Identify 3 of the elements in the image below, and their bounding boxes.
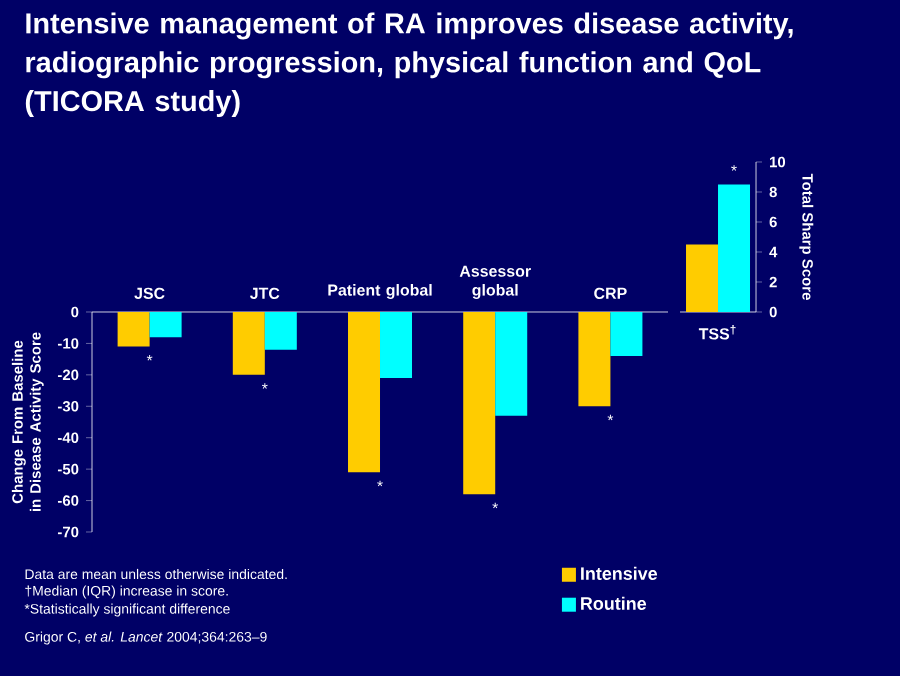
- chart-title: Intensive management of RA improves disease activity, radiographic progression, physical function and QoL (TICORA study): [25, 12, 793, 118]
- legend-label: Intensive: [581, 566, 658, 580]
- legend-label: Routine: [581, 596, 647, 610]
